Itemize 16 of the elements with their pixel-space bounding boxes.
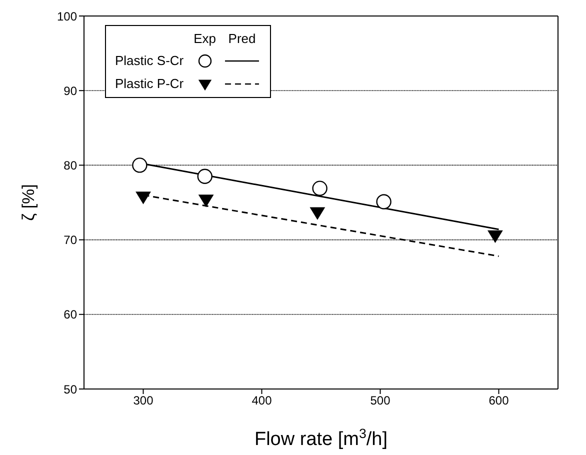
x-tick-label: 300: [133, 394, 154, 408]
legend-label: Plastic S-Cr: [115, 53, 184, 68]
y-tick-label: 90: [64, 84, 78, 98]
x-tick-label: 600: [488, 394, 510, 408]
y-tick-label: 80: [64, 158, 78, 172]
y-tick-label: 60: [64, 308, 78, 322]
x-tick-label: 500: [370, 394, 391, 408]
annotation: Pred: [228, 31, 256, 46]
y-tick-label: 100: [56, 9, 78, 24]
y-tick-label: 50: [64, 382, 78, 396]
y-tick-label: 70: [64, 233, 78, 248]
x-axis-title: Flow rate [m$^{3}$/h]: [254, 426, 388, 450]
x-tick-label: 400: [252, 394, 272, 408]
y-axis-title: ζ [%]: [19, 184, 38, 221]
legend-label: Plastic P-Cr: [115, 76, 184, 91]
annotation: Exp: [194, 31, 216, 46]
